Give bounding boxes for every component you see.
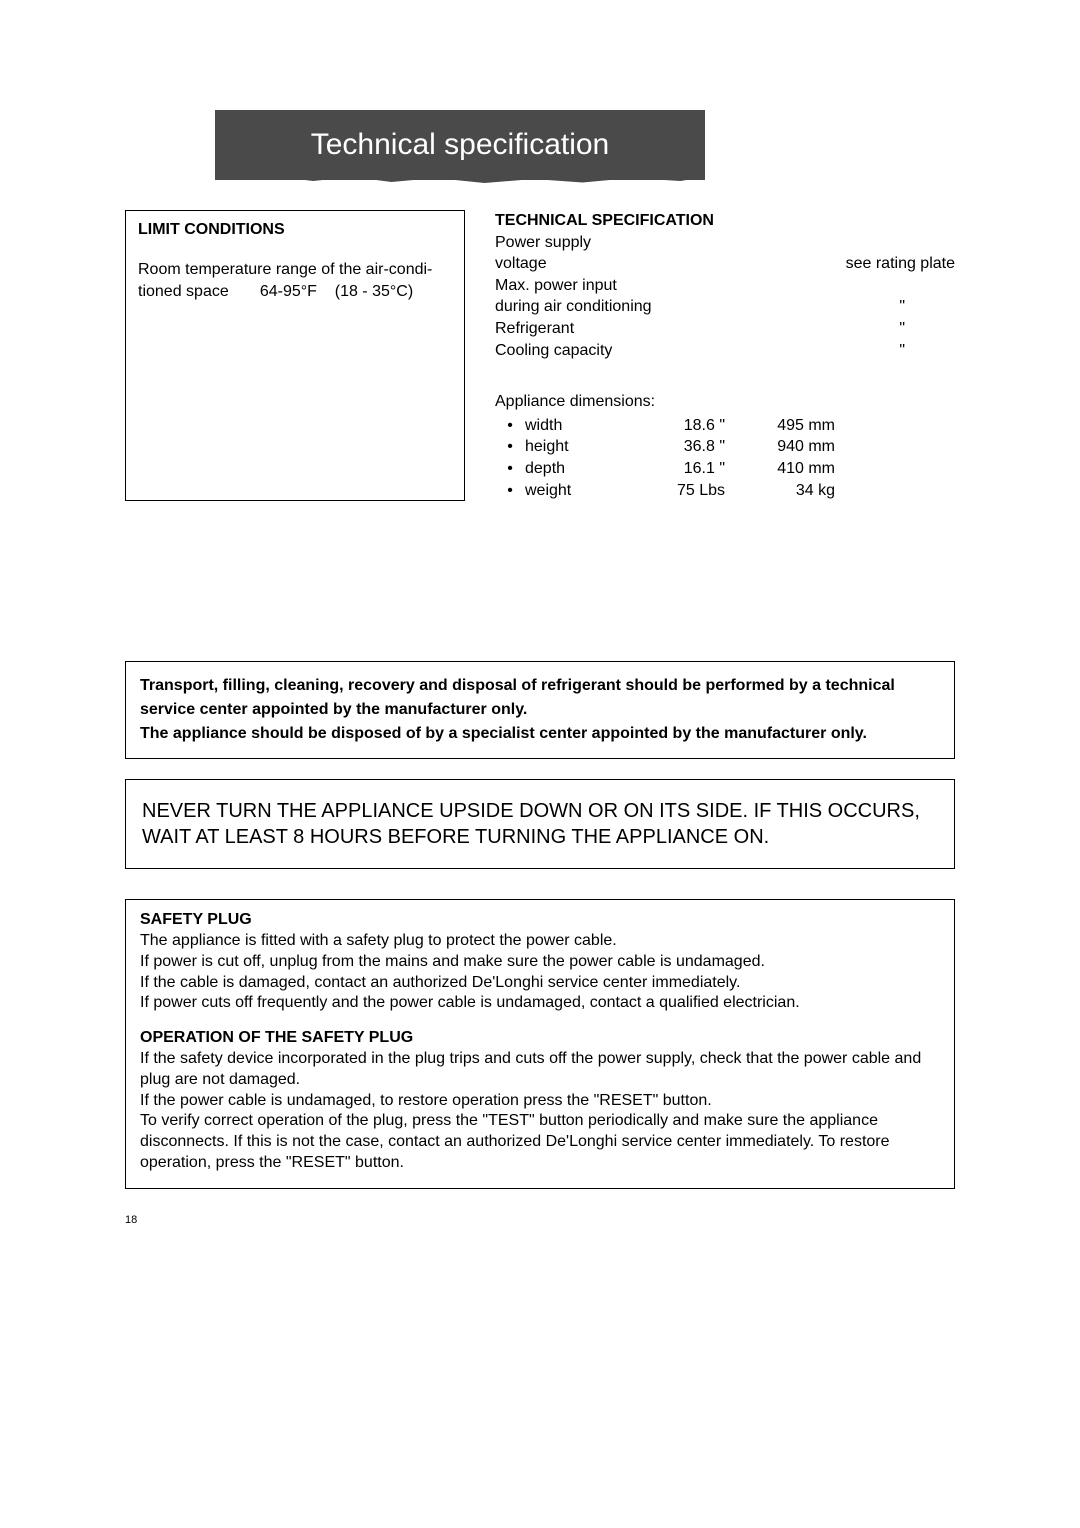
dim-inches: 18.6 " [615, 415, 725, 437]
spec-label: Cooling capacity [495, 340, 805, 362]
title-banner: Technical specification [215, 110, 705, 180]
limit-heading: LIMIT CONDITIONS [138, 221, 452, 239]
dim-inches: 36.8 " [615, 436, 725, 458]
bullet-icon: • [495, 415, 525, 437]
spec-value: " [805, 318, 955, 340]
spec-value: " [805, 296, 955, 318]
limit-body: Room temperature range of the air-condi-… [138, 259, 452, 302]
spec-column: TECHNICAL SPECIFICATION Power supply vol… [495, 210, 955, 501]
bullet-icon: • [495, 458, 525, 480]
refrigerant-notice: Transport, filling, cleaning, recovery a… [125, 661, 955, 759]
dim-mm: 495 mm [725, 415, 835, 437]
dim-label: depth [525, 458, 615, 480]
spec-row: Cooling capacity" [495, 340, 955, 362]
spec-value: " [805, 340, 955, 362]
spec-label: Refrigerant [495, 318, 805, 340]
bullet-icon: • [495, 436, 525, 458]
limit-line2: tioned space [138, 283, 229, 300]
dim-label: height [525, 436, 615, 458]
dim-row: •depth16.1 "410 mm [495, 458, 955, 480]
operation-heading: OPERATION OF THE SAFETY PLUG [140, 1028, 940, 1049]
spec-row: during air conditioning" [495, 296, 955, 318]
dim-row: •weight75 Lbs34 kg [495, 480, 955, 502]
page-title: Technical specification [311, 128, 610, 162]
spec-value: see rating plate [805, 253, 955, 275]
operation-body: If the safety device incorporated in the… [140, 1049, 940, 1174]
spec-label: Max. power input [495, 275, 805, 297]
spec-label: Power supply [495, 232, 805, 254]
limit-line1: Room temperature range of the air-condi- [138, 261, 432, 278]
spec-row: Max. power input [495, 275, 955, 297]
limit-temp-c: (18 - 35°C) [335, 283, 413, 300]
notice-line2: The appliance should be disposed of by a… [140, 722, 940, 746]
dimensions-table: Appliance dimensions: •width18.6 "495 mm… [495, 391, 955, 501]
dim-inches: 75 Lbs [615, 480, 725, 502]
spec-value [805, 232, 955, 254]
spec-label: voltage [495, 253, 805, 275]
dim-inches: 16.1 " [615, 458, 725, 480]
spec-value [805, 275, 955, 297]
dim-mm: 940 mm [725, 436, 835, 458]
safety-heading: SAFETY PLUG [140, 910, 940, 931]
spec-row: Power supply [495, 232, 955, 254]
dimensions-heading: Appliance dimensions: [495, 391, 955, 413]
dim-row: •height36.8 "940 mm [495, 436, 955, 458]
bullet-icon: • [495, 480, 525, 502]
spec-row: Refrigerant" [495, 318, 955, 340]
warning-box: NEVER TURN THE APPLIANCE UPSIDE DOWN OR … [125, 779, 955, 869]
notice-line1: Transport, filling, cleaning, recovery a… [140, 674, 940, 722]
safety-info-box: SAFETY PLUG The appliance is fitted with… [125, 899, 955, 1189]
spec-label: during air conditioning [495, 296, 805, 318]
dim-label: width [525, 415, 615, 437]
limit-temp-f: 64-95°F [260, 283, 317, 300]
page-number: 18 [125, 1214, 137, 1226]
safety-body: The appliance is fitted with a safety pl… [140, 931, 940, 1014]
dim-label: weight [525, 480, 615, 502]
spec-heading: TECHNICAL SPECIFICATION [495, 210, 955, 232]
dim-mm: 34 kg [725, 480, 835, 502]
dim-mm: 410 mm [725, 458, 835, 480]
dim-row: •width18.6 "495 mm [495, 415, 955, 437]
warning-text: NEVER TURN THE APPLIANCE UPSIDE DOWN OR … [142, 800, 920, 848]
spec-row: voltagesee rating plate [495, 253, 955, 275]
limit-conditions-box: LIMIT CONDITIONS Room temperature range … [125, 210, 465, 501]
